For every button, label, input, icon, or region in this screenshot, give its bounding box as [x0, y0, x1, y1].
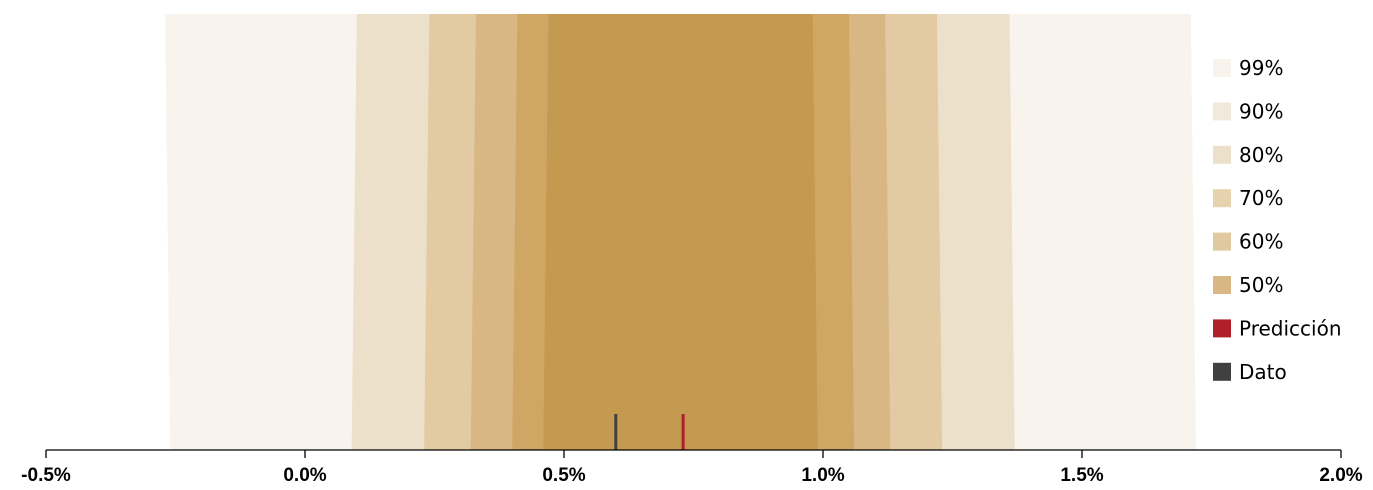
- legend-swatch: [1213, 145, 1231, 164]
- legend-label: 50%: [1239, 273, 1283, 297]
- legend: 99% 90% 80% 70% 60% 50% Predicción Dato: [1213, 56, 1342, 384]
- x-axis: -0.5% 0.0% 0.5% 1.0% 1.5% 2.0%: [21, 449, 1363, 486]
- x-tick-label: 1.0%: [801, 465, 844, 486]
- legend-swatch: [1213, 189, 1231, 208]
- legend-label: Dato: [1239, 360, 1287, 384]
- legend-label: 99%: [1239, 56, 1283, 80]
- x-tick-label: 0.5%: [542, 465, 585, 486]
- legend-swatch: [1213, 276, 1231, 294]
- x-tick-label: 0.0%: [283, 465, 326, 486]
- legend-swatch: [1213, 319, 1231, 338]
- x-tick-label: -0.5%: [21, 465, 71, 486]
- legend-label: 60%: [1239, 230, 1283, 254]
- band-50pct: [543, 14, 818, 450]
- x-tick-label: 2.0%: [1319, 465, 1362, 486]
- legend-label: 90%: [1239, 99, 1283, 123]
- legend-swatch: [1213, 59, 1231, 77]
- legend-swatch: [1213, 232, 1231, 251]
- legend-label: Predicción: [1239, 316, 1342, 340]
- legend-swatch: [1213, 102, 1231, 121]
- legend-label: 80%: [1239, 143, 1283, 167]
- legend-label: 70%: [1239, 186, 1283, 210]
- legend-swatch: [1213, 362, 1231, 381]
- markers-layer: [614, 414, 685, 450]
- x-tick-label: 1.5%: [1060, 465, 1103, 486]
- bands-layer: [165, 14, 1196, 450]
